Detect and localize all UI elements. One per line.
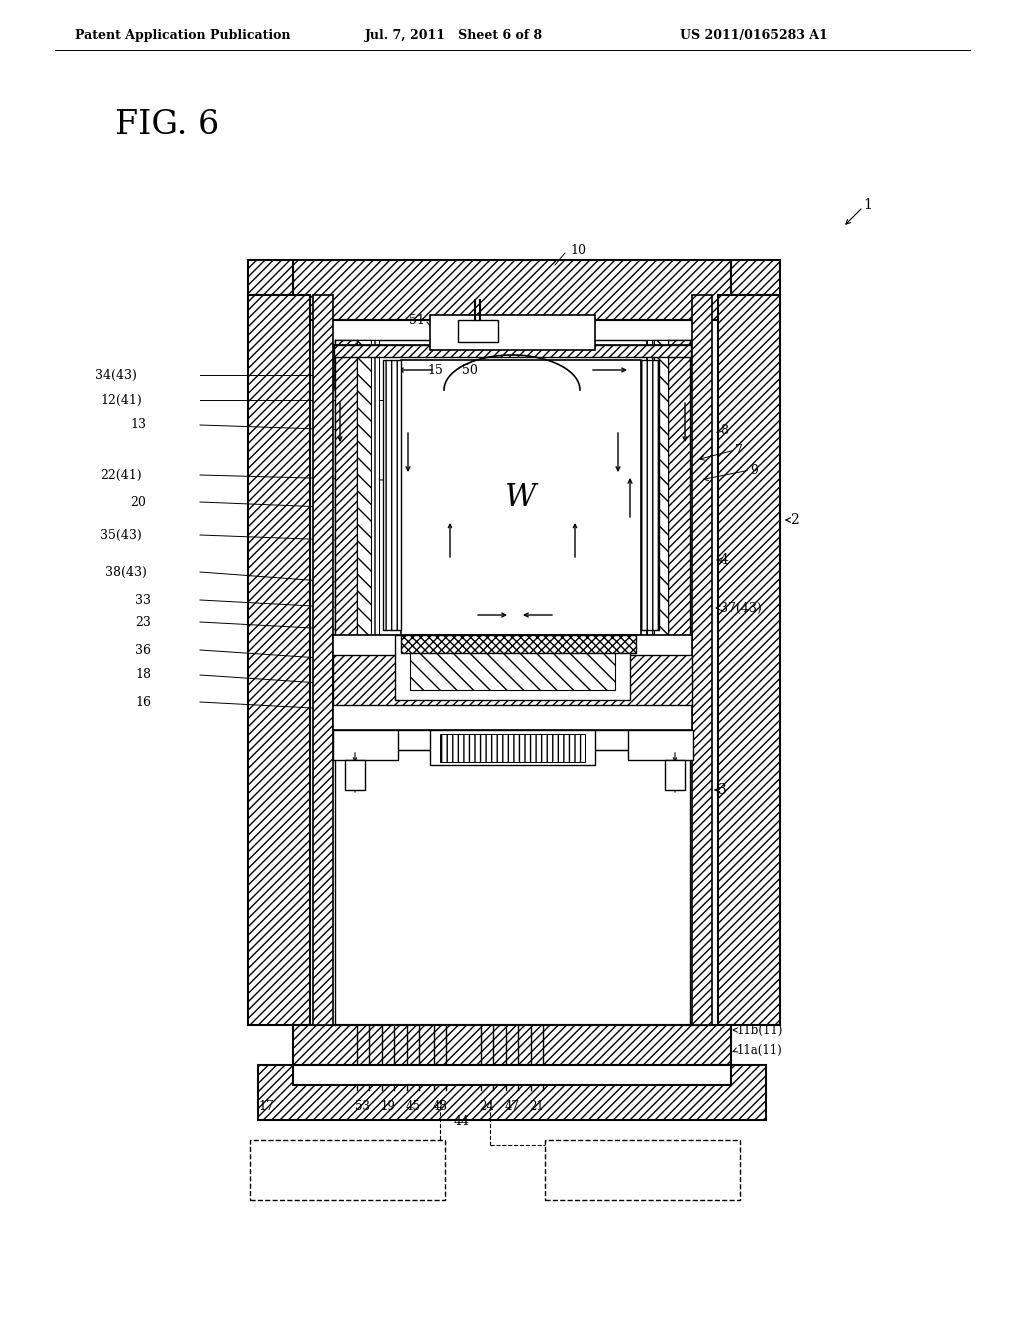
Bar [371, 341, 379, 750]
Text: 16: 16 [135, 696, 151, 709]
Text: 9: 9 [750, 463, 758, 477]
Bar [665, 760, 685, 789]
Text: 19: 19 [381, 1100, 395, 1113]
Text: 22(41): 22(41) [100, 469, 141, 482]
Bar [731, 260, 780, 294]
Text: 52: 52 [500, 314, 516, 326]
Bar [646, 341, 654, 750]
Bar [333, 635, 692, 730]
Text: 21: 21 [529, 1100, 545, 1113]
Bar [293, 260, 731, 319]
Text: 49: 49 [455, 314, 471, 326]
Bar [293, 1026, 731, 1085]
Text: 48: 48 [432, 1100, 447, 1113]
Text: 15: 15 [427, 363, 442, 376]
Text: 11a(11): 11a(11) [737, 1044, 782, 1056]
Text: 3: 3 [718, 783, 727, 797]
Text: 53: 53 [355, 1100, 371, 1113]
Text: US 2011/0165283 A1: US 2011/0165283 A1 [680, 29, 827, 41]
Bar [410, 645, 615, 690]
Text: 50: 50 [462, 363, 478, 376]
Text: 12(41): 12(41) [100, 393, 141, 407]
Bar [333, 730, 398, 760]
Text: Patent Application Publication: Patent Application Publication [75, 29, 291, 41]
Bar [383, 360, 401, 630]
Text: 20: 20 [130, 495, 145, 508]
Bar [545, 1140, 740, 1200]
Text: 1: 1 [863, 198, 871, 213]
Bar [345, 760, 365, 789]
Bar [250, 1140, 445, 1200]
Bar [628, 730, 693, 760]
Bar [333, 655, 692, 705]
Bar [430, 730, 595, 766]
Bar [334, 345, 691, 356]
Text: 45: 45 [406, 1100, 421, 1113]
Bar [334, 345, 691, 356]
Bar [654, 341, 668, 750]
Bar [335, 341, 357, 750]
Text: 18: 18 [135, 668, 151, 681]
Text: 32: 32 [455, 639, 471, 652]
Text: FIG. 6: FIG. 6 [115, 110, 219, 141]
Text: 37(43): 37(43) [720, 602, 762, 615]
Bar [401, 635, 636, 653]
Bar [248, 294, 310, 1026]
Bar [395, 635, 630, 700]
Text: 51: 51 [410, 314, 425, 326]
Text: 44: 44 [454, 1115, 470, 1129]
Bar [357, 341, 371, 750]
Bar [692, 294, 712, 1026]
Bar [668, 341, 690, 750]
Text: 33: 33 [135, 594, 151, 606]
Bar [430, 315, 595, 350]
Text: 35(43): 35(43) [100, 528, 141, 541]
Text: 7: 7 [735, 444, 742, 457]
Text: 11b(11): 11b(11) [737, 1023, 783, 1036]
Bar [458, 319, 498, 342]
Bar [258, 1065, 766, 1119]
Text: 40: 40 [417, 639, 433, 652]
Text: W: W [505, 483, 537, 513]
Text: 10: 10 [570, 243, 586, 256]
Bar [718, 294, 780, 1026]
Text: 13: 13 [130, 418, 146, 432]
Text: Jul. 7, 2011   Sheet 6 of 8: Jul. 7, 2011 Sheet 6 of 8 [365, 29, 543, 41]
Text: 34(43): 34(43) [95, 368, 137, 381]
Text: 4: 4 [720, 553, 729, 568]
Text: 38(43): 38(43) [105, 565, 146, 578]
Text: 2: 2 [790, 513, 799, 527]
Text: 24: 24 [479, 1100, 495, 1113]
Bar [313, 294, 333, 1026]
Bar [641, 360, 659, 630]
Bar [401, 360, 641, 635]
Text: 17: 17 [258, 1101, 273, 1114]
Text: 47: 47 [505, 1100, 519, 1113]
Text: 8: 8 [720, 424, 728, 437]
Bar [440, 734, 585, 762]
Text: 36: 36 [135, 644, 151, 656]
Bar [248, 260, 293, 294]
Bar [293, 1065, 731, 1085]
Text: 23: 23 [135, 615, 151, 628]
